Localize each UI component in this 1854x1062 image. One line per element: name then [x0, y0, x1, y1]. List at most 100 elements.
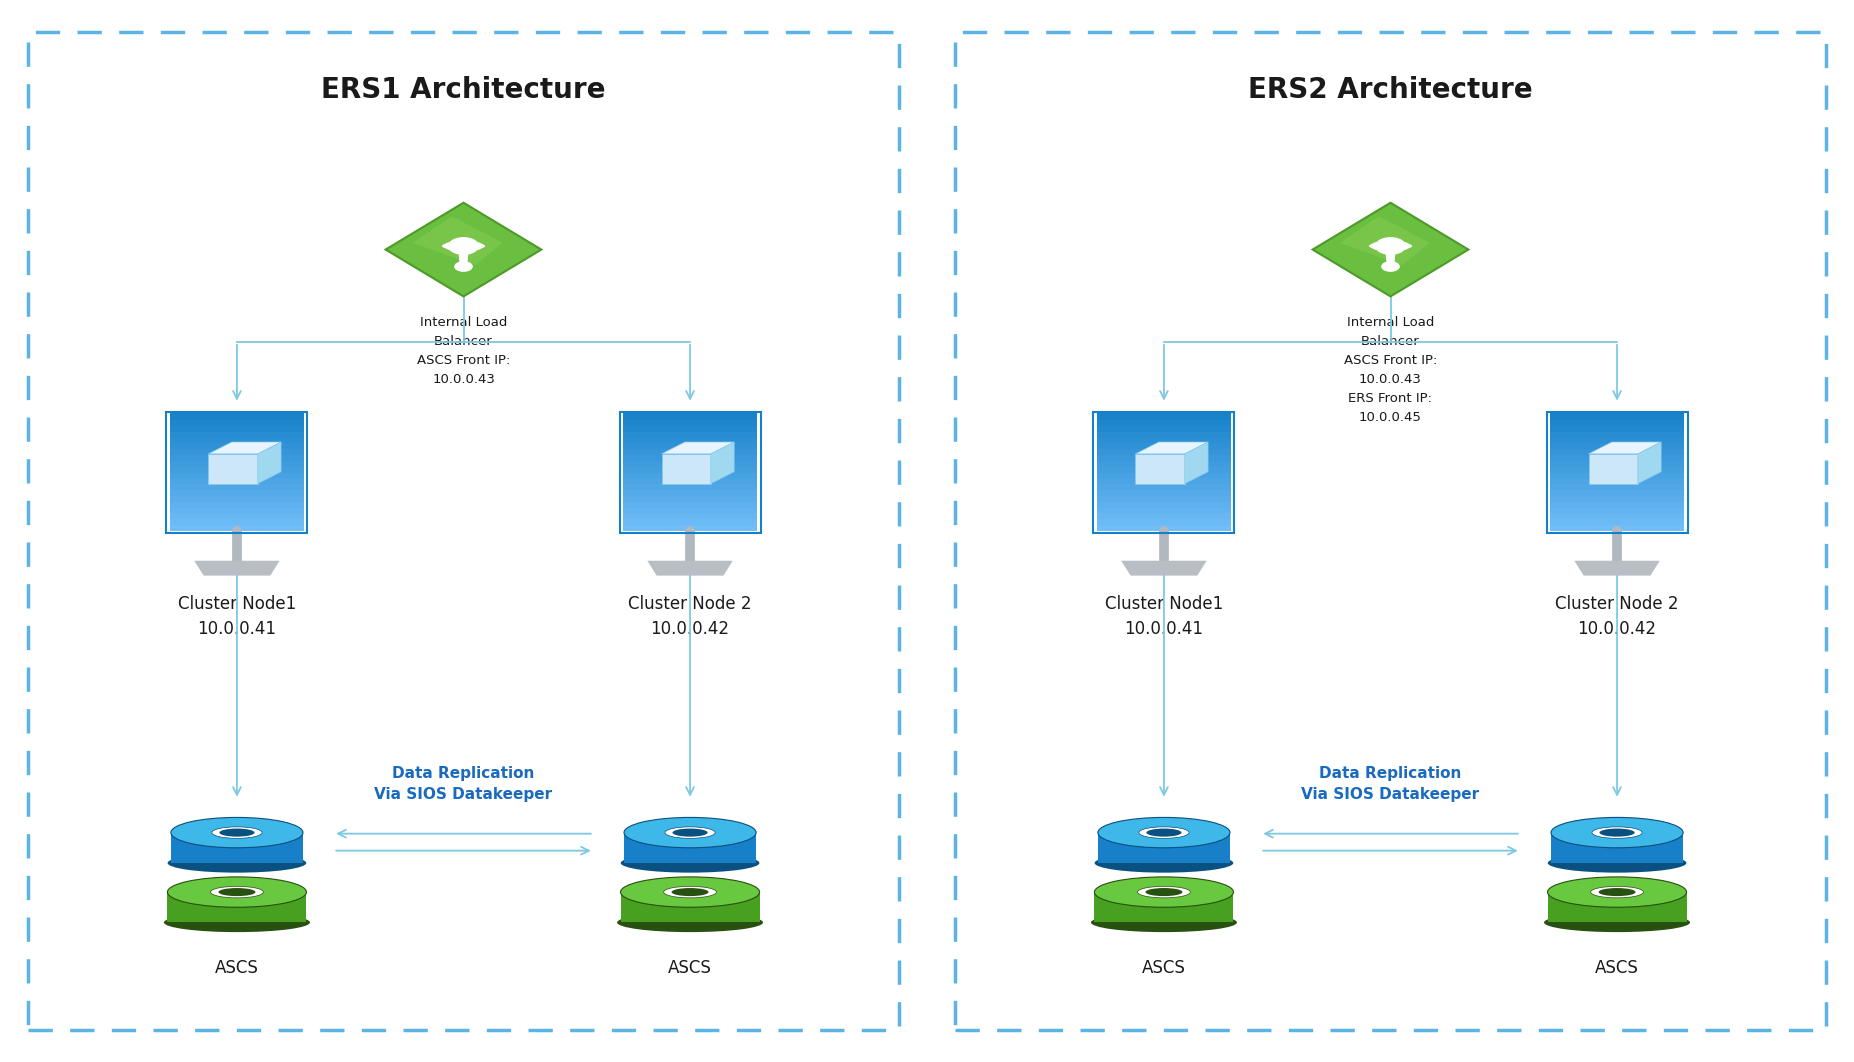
- FancyBboxPatch shape: [1098, 525, 1231, 531]
- Ellipse shape: [1552, 818, 1683, 847]
- Text: Cluster Node 2
10.0.0.42: Cluster Node 2 10.0.0.42: [1556, 595, 1680, 637]
- FancyBboxPatch shape: [1098, 513, 1231, 519]
- Ellipse shape: [1598, 888, 1635, 896]
- Ellipse shape: [1098, 818, 1229, 847]
- Polygon shape: [1589, 442, 1661, 453]
- Ellipse shape: [1600, 828, 1635, 837]
- FancyBboxPatch shape: [623, 513, 756, 519]
- Polygon shape: [710, 442, 734, 483]
- Polygon shape: [1135, 453, 1185, 483]
- Ellipse shape: [621, 877, 760, 907]
- Circle shape: [449, 237, 478, 255]
- Polygon shape: [458, 246, 469, 266]
- FancyBboxPatch shape: [171, 483, 304, 491]
- FancyBboxPatch shape: [1098, 501, 1231, 508]
- Text: ERS2 Architecture: ERS2 Architecture: [1248, 76, 1533, 104]
- FancyBboxPatch shape: [171, 513, 304, 519]
- Polygon shape: [1122, 561, 1207, 576]
- FancyBboxPatch shape: [171, 436, 304, 444]
- Ellipse shape: [163, 913, 310, 932]
- Text: Data Replication
Via SIOS Datakeeper: Data Replication Via SIOS Datakeeper: [1302, 766, 1479, 802]
- FancyBboxPatch shape: [623, 413, 756, 419]
- FancyBboxPatch shape: [171, 472, 304, 478]
- Ellipse shape: [1146, 888, 1183, 896]
- FancyBboxPatch shape: [1550, 460, 1683, 467]
- FancyBboxPatch shape: [1550, 419, 1683, 426]
- Ellipse shape: [1090, 913, 1237, 932]
- FancyBboxPatch shape: [1550, 489, 1683, 496]
- Text: ASCS: ASCS: [667, 959, 712, 977]
- FancyBboxPatch shape: [1550, 518, 1683, 526]
- Polygon shape: [208, 442, 282, 453]
- FancyBboxPatch shape: [1550, 425, 1683, 431]
- Ellipse shape: [1138, 827, 1188, 838]
- FancyBboxPatch shape: [623, 448, 756, 455]
- Polygon shape: [662, 442, 734, 453]
- FancyBboxPatch shape: [623, 425, 756, 431]
- FancyBboxPatch shape: [1550, 513, 1683, 519]
- FancyBboxPatch shape: [171, 455, 304, 461]
- Text: Internal Load
Balancer
ASCS Front IP:
10.0.0.43: Internal Load Balancer ASCS Front IP: 10…: [417, 316, 510, 387]
- Circle shape: [1381, 261, 1400, 272]
- FancyBboxPatch shape: [1098, 460, 1231, 467]
- FancyBboxPatch shape: [623, 472, 756, 478]
- Ellipse shape: [211, 887, 263, 897]
- Ellipse shape: [625, 818, 756, 847]
- Ellipse shape: [666, 827, 716, 838]
- Text: Cluster Node 2
10.0.0.42: Cluster Node 2 10.0.0.42: [629, 595, 753, 637]
- Polygon shape: [1313, 203, 1468, 296]
- FancyBboxPatch shape: [171, 419, 304, 426]
- FancyBboxPatch shape: [1098, 448, 1231, 455]
- FancyBboxPatch shape: [171, 448, 304, 455]
- FancyBboxPatch shape: [1098, 472, 1231, 478]
- Ellipse shape: [1591, 887, 1643, 897]
- FancyBboxPatch shape: [171, 413, 304, 419]
- FancyBboxPatch shape: [171, 431, 304, 438]
- FancyBboxPatch shape: [623, 466, 756, 473]
- Text: Cluster Node1
10.0.0.41: Cluster Node1 10.0.0.41: [1105, 595, 1224, 637]
- Text: ASCS: ASCS: [1142, 959, 1187, 977]
- FancyBboxPatch shape: [621, 892, 760, 923]
- FancyBboxPatch shape: [1550, 455, 1683, 461]
- Ellipse shape: [219, 828, 254, 837]
- Ellipse shape: [171, 818, 302, 847]
- FancyBboxPatch shape: [623, 460, 756, 467]
- FancyBboxPatch shape: [623, 525, 756, 531]
- Ellipse shape: [167, 877, 306, 907]
- FancyBboxPatch shape: [1098, 431, 1231, 438]
- FancyBboxPatch shape: [623, 478, 756, 484]
- Text: Cluster Node1
10.0.0.41: Cluster Node1 10.0.0.41: [178, 595, 297, 637]
- Ellipse shape: [1094, 854, 1233, 873]
- Ellipse shape: [621, 854, 760, 873]
- Text: ASCS: ASCS: [215, 959, 260, 977]
- Polygon shape: [1340, 217, 1429, 266]
- FancyBboxPatch shape: [623, 419, 756, 426]
- FancyBboxPatch shape: [171, 525, 304, 531]
- FancyBboxPatch shape: [623, 507, 756, 514]
- Ellipse shape: [219, 888, 256, 896]
- FancyBboxPatch shape: [1098, 518, 1231, 526]
- FancyBboxPatch shape: [623, 489, 756, 496]
- Ellipse shape: [167, 854, 306, 873]
- FancyBboxPatch shape: [625, 833, 756, 863]
- Polygon shape: [1135, 442, 1209, 453]
- FancyBboxPatch shape: [1098, 507, 1231, 514]
- FancyBboxPatch shape: [1098, 455, 1231, 461]
- FancyBboxPatch shape: [171, 489, 304, 496]
- Text: Internal Load
Balancer
ASCS Front IP:
10.0.0.43
ERS Front IP:
10.0.0.45: Internal Load Balancer ASCS Front IP: 10…: [1344, 316, 1437, 425]
- FancyBboxPatch shape: [623, 495, 756, 502]
- FancyBboxPatch shape: [171, 501, 304, 508]
- FancyBboxPatch shape: [1098, 478, 1231, 484]
- FancyBboxPatch shape: [1094, 892, 1233, 923]
- Polygon shape: [1589, 453, 1637, 483]
- Text: Data Replication
Via SIOS Datakeeper: Data Replication Via SIOS Datakeeper: [375, 766, 552, 802]
- Ellipse shape: [1138, 887, 1190, 897]
- FancyBboxPatch shape: [1550, 501, 1683, 508]
- FancyBboxPatch shape: [623, 431, 756, 438]
- FancyBboxPatch shape: [623, 518, 756, 526]
- FancyBboxPatch shape: [1550, 483, 1683, 491]
- FancyBboxPatch shape: [1550, 478, 1683, 484]
- FancyBboxPatch shape: [1548, 892, 1687, 923]
- Text: ERS1 Architecture: ERS1 Architecture: [321, 76, 606, 104]
- Circle shape: [1376, 237, 1405, 255]
